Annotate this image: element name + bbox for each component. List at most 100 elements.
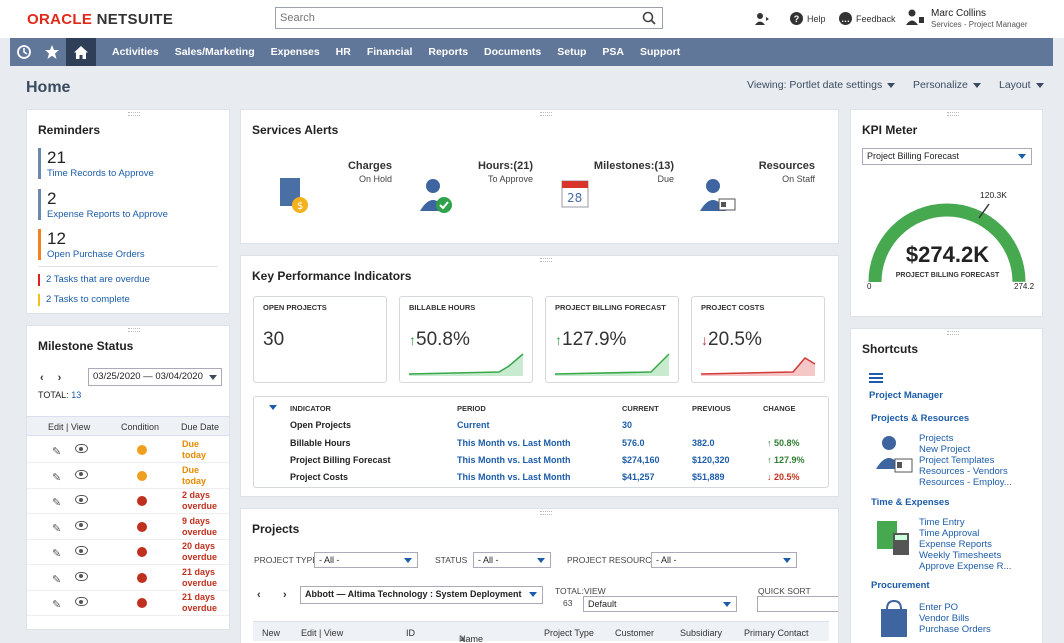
eye-icon[interactable]: [75, 520, 88, 530]
drag-handle[interactable]: [128, 328, 140, 332]
eye-icon[interactable]: [75, 469, 88, 479]
kpi-card-billing-forecast[interactable]: PROJECT BILLING FORECAST ↑127.9%: [545, 296, 679, 383]
nav-documents[interactable]: Documents: [484, 46, 542, 58]
project-resource-select[interactable]: - All -: [651, 552, 797, 568]
col-project-type[interactable]: Project Type: [544, 628, 594, 638]
project-select[interactable]: Abbott — Altima Technology : System Depl…: [300, 586, 543, 604]
favorites-button[interactable]: [38, 38, 66, 66]
col-customer[interactable]: Customer: [615, 628, 655, 638]
shortcut-link[interactable]: Resources - Vendors: [919, 466, 1008, 477]
shortcut-link[interactable]: Resources - Employ...: [919, 477, 1012, 488]
kpi-card-billable-hours[interactable]: BILLABLE HOURS ↑50.8%: [399, 296, 533, 383]
drag-handle[interactable]: [539, 511, 552, 515]
col-primary-contact[interactable]: Primary Contact: [744, 628, 809, 638]
kpi-period[interactable]: This Month vs. Last Month: [457, 438, 571, 448]
menu-icon[interactable]: [869, 373, 883, 383]
collapse-caret-icon[interactable]: [269, 405, 277, 410]
chevron-left-icon[interactable]: ‹: [257, 589, 261, 601]
kpi-period[interactable]: Current: [457, 420, 490, 430]
kpi-current[interactable]: $274,160: [622, 455, 660, 465]
eye-icon[interactable]: [75, 444, 88, 453]
nav-support[interactable]: Support: [640, 46, 681, 58]
shortcut-link[interactable]: Projects: [919, 433, 954, 444]
kpi-current[interactable]: $41,257: [622, 472, 655, 482]
kpi-current[interactable]: 576.0: [622, 438, 645, 448]
status-select[interactable]: - All -: [473, 552, 551, 568]
drag-handle[interactable]: [539, 112, 552, 116]
kpi-previous[interactable]: $120,320: [692, 455, 730, 465]
search-icon[interactable]: [642, 11, 656, 25]
shortcut-link[interactable]: Time Approval: [919, 528, 980, 539]
shortcut-link[interactable]: Approve Expense R...: [919, 561, 1012, 572]
kpi-previous[interactable]: $51,889: [692, 472, 725, 482]
milestone-date-range-select[interactable]: 03/25/2020 — 03/04/2020: [88, 368, 222, 386]
home-button[interactable]: [66, 38, 96, 66]
alert-tile-milestones[interactable]: Milestones:(13) Due 28: [542, 153, 680, 229]
pencil-icon[interactable]: ✎: [52, 522, 62, 535]
nav-expenses[interactable]: Expenses: [270, 46, 320, 58]
col-new[interactable]: New: [262, 628, 281, 638]
total-value[interactable]: 13: [71, 390, 82, 400]
pencil-icon[interactable]: ✎: [52, 548, 62, 560]
shortcut-link[interactable]: Enter PO: [919, 602, 959, 613]
recent-records-button[interactable]: [754, 12, 770, 26]
projects-total-value[interactable]: 63: [563, 598, 573, 608]
reminder-purchase-orders[interactable]: 12 Open Purchase Orders: [38, 229, 145, 260]
kpi-previous[interactable]: 382.0: [692, 438, 715, 448]
reminder-expense-reports[interactable]: 2 Expense Reports to Approve: [38, 189, 168, 220]
viewing-portlet-date-settings[interactable]: Viewing: Portlet date settings: [747, 79, 896, 91]
kpi-period[interactable]: This Month vs. Last Month: [457, 455, 571, 465]
eye-icon[interactable]: [75, 597, 88, 606]
shortcut-link[interactable]: New Project: [919, 444, 971, 455]
shortcut-link[interactable]: Weekly Timesheets: [919, 550, 1002, 561]
kpi-period[interactable]: This Month vs. Last Month: [457, 472, 571, 482]
drag-handle[interactable]: [128, 112, 140, 116]
drag-handle[interactable]: [946, 331, 959, 335]
reminder-time-records[interactable]: 21 Time Records to Approve: [38, 148, 154, 179]
shortcut-project-manager[interactable]: Project Manager: [869, 390, 943, 401]
alert-tile-charges[interactable]: Charges On Hold $: [260, 153, 398, 229]
col-id[interactable]: ID: [406, 628, 415, 638]
pencil-icon[interactable]: ✎: [52, 446, 62, 458]
shortcut-link[interactable]: Time Entry: [919, 517, 965, 528]
nav-sales-marketing[interactable]: Sales/Marketing: [174, 46, 255, 58]
kpi-card-open-projects[interactable]: OPEN PROJECTS 30: [253, 296, 387, 383]
search-input[interactable]: [276, 8, 626, 28]
project-type-select[interactable]: - All -: [314, 552, 418, 568]
personalize-menu[interactable]: Personalize: [913, 79, 981, 91]
kpi-card-project-costs[interactable]: PROJECT COSTS ↓20.5%: [691, 296, 825, 383]
shortcut-link[interactable]: Purchase Orders: [919, 624, 991, 635]
alert-tile-hours[interactable]: Hours:(21) To Approve: [401, 153, 539, 229]
oracle-netsuite-logo[interactable]: ORACLE NETSUITE: [27, 11, 173, 28]
kpi-current[interactable]: 30: [622, 420, 633, 430]
chevron-right-icon[interactable]: ›: [57, 372, 62, 384]
shortcut-link[interactable]: Project Templates: [919, 455, 995, 466]
drag-handle[interactable]: [946, 112, 959, 116]
chevron-left-icon[interactable]: ‹: [40, 372, 44, 384]
help-button[interactable]: ? Help: [790, 12, 826, 25]
layout-menu[interactable]: Layout: [999, 79, 1044, 91]
pencil-icon[interactable]: ✎: [52, 497, 62, 509]
user-menu[interactable]: Marc Collins Services - Project Manager: [905, 8, 1027, 29]
nav-activities[interactable]: Activities: [112, 46, 159, 58]
pencil-icon[interactable]: ✎: [52, 599, 62, 611]
nav-reports[interactable]: Reports: [428, 46, 469, 58]
nav-psa[interactable]: PSA: [602, 46, 624, 58]
pencil-icon[interactable]: ✎: [52, 471, 62, 484]
feedback-button[interactable]: … Feedback: [839, 12, 896, 25]
shortcut-link[interactable]: Expense Reports: [919, 539, 992, 550]
reminder-tasks-overdue[interactable]: 2 Tasks that are overdue: [38, 274, 150, 286]
col-subsidiary[interactable]: Subsidiary: [680, 628, 723, 638]
drag-handle[interactable]: [539, 258, 552, 262]
eye-icon[interactable]: [75, 571, 88, 581]
eye-icon[interactable]: [75, 495, 88, 504]
nav-financial[interactable]: Financial: [366, 46, 413, 58]
pencil-icon[interactable]: ✎: [52, 573, 62, 586]
reminder-tasks-complete[interactable]: 2 Tasks to complete: [38, 294, 130, 306]
shortcut-link[interactable]: Vendor Bills: [919, 613, 970, 624]
kpi-meter-select[interactable]: Project Billing Forecast: [862, 148, 1032, 165]
chevron-right-icon[interactable]: ›: [283, 589, 287, 601]
alert-tile-resources[interactable]: Resources On Staff: [683, 153, 821, 229]
nav-setup[interactable]: Setup: [557, 46, 587, 58]
quick-sort-select[interactable]: [757, 596, 838, 612]
